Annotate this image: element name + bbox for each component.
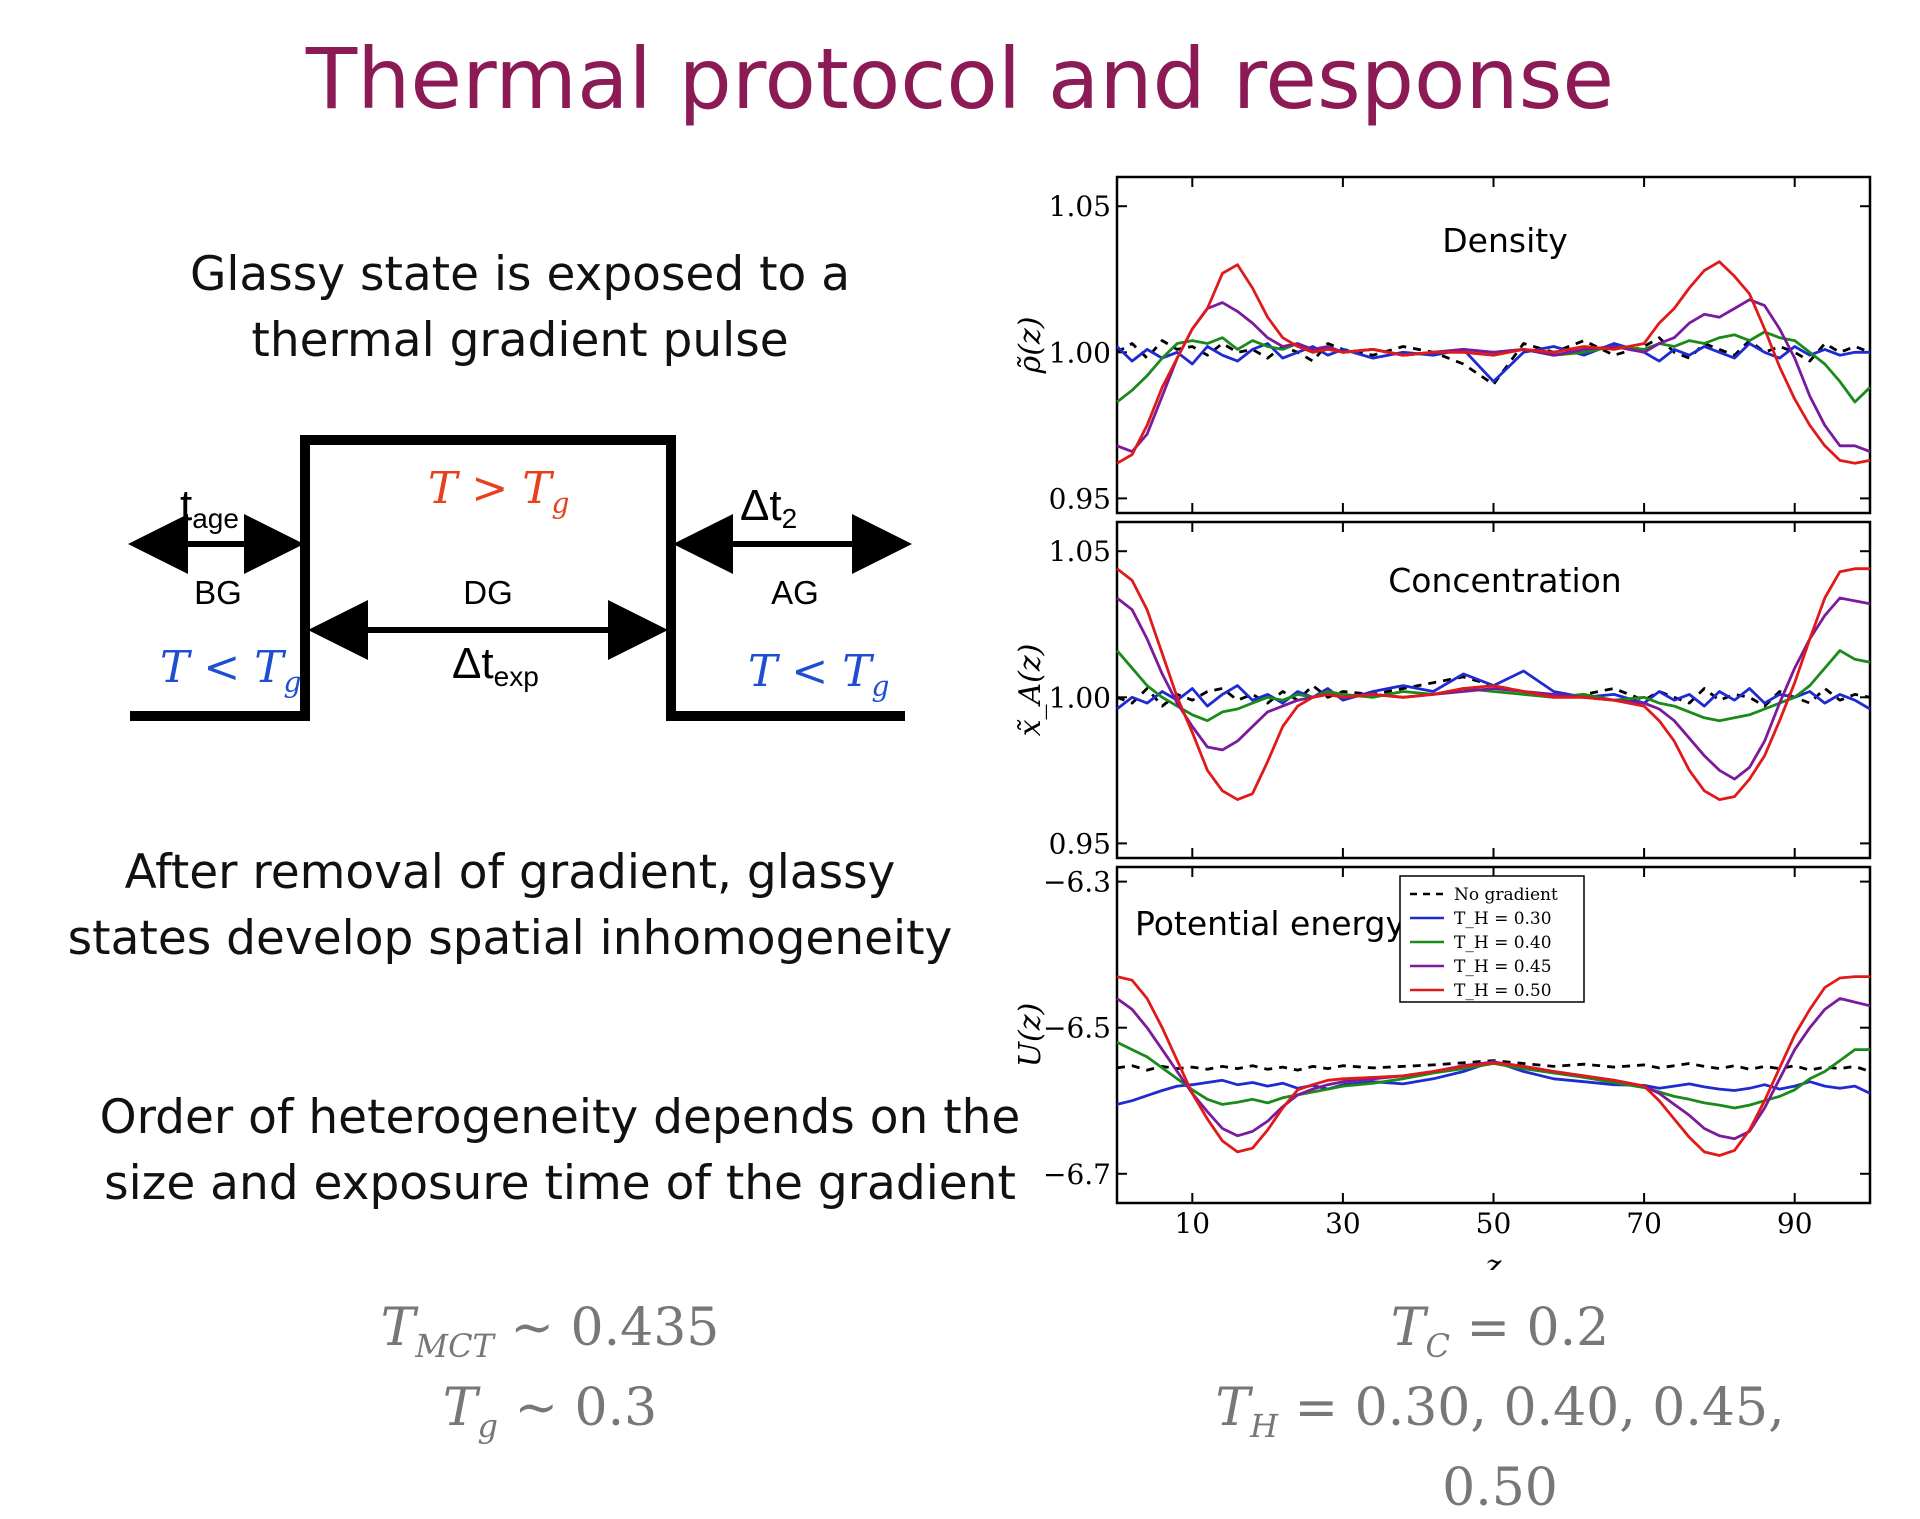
legend: No gradient T_H = 0.30 T_H = 0.40 T_H = 0.4… <box>1399 875 1585 1003</box>
series-line <box>1116 1041 1870 1110</box>
profile-charts: 0.95 1.00 1.05 ρ̃(z) Density 0.95 1.00 1.05 x̃_A… <box>1013 175 1872 1270</box>
text-line: thermal gradient pulse <box>251 313 789 368</box>
chart-title: Potential energy <box>1135 904 1405 943</box>
hot-label: T > Tg <box>428 463 569 520</box>
legend-label: T_H = 0.40 <box>1454 933 1552 953</box>
bg-label: BG <box>194 574 242 611</box>
x-axis-label: z <box>1485 1249 1502 1270</box>
legend-label: T_H = 0.30 <box>1454 909 1552 929</box>
y-tick-label: 1.05 <box>1049 190 1111 223</box>
y-axis-label: U(z) <box>1013 1003 1048 1068</box>
text-line: Glassy state is exposed to a <box>189 247 851 302</box>
temperature-notes-left: TMCT ~ 0.435 Tg ~ 0.3 <box>350 1297 750 1457</box>
text-line: size and exposure time of the gradient <box>104 1156 1016 1211</box>
y-axis-label: ρ̃(z) <box>1013 317 1048 375</box>
text-inhomogeneity: After removal of gradient, glassy states… <box>60 840 960 972</box>
chart-title: Concentration <box>1388 561 1621 600</box>
x-tick-label: 30 <box>1325 1207 1361 1240</box>
text-gradient-pulse: Glassy state is exposed to a thermal gra… <box>120 242 920 374</box>
x-tick-label: 50 <box>1476 1207 1512 1240</box>
series-line <box>1116 342 1870 383</box>
chart-panel-3: −6.3 −6.5 −6.7 10 30 50 70 90 z U(z) Potential ene… <box>1013 866 1872 1270</box>
legend-label: T_H = 0.45 <box>1454 957 1552 977</box>
legend-label: T_H = 0.50 <box>1454 981 1552 1001</box>
legend-box <box>1399 875 1585 1003</box>
x-tick-label: 70 <box>1626 1207 1662 1240</box>
series-line <box>1116 567 1870 801</box>
series-line <box>1116 260 1871 465</box>
tage-label: tage <box>180 481 239 534</box>
series-line <box>1115 649 1871 723</box>
protocol-diagram: tage Δt2 Δtexp BG DG AG T > Tg T < Tg T … <box>128 435 912 721</box>
y-axis-label: x̃_A(z) <box>1013 644 1048 737</box>
dt2-label: Δt2 <box>740 481 797 534</box>
th-line: TH = 0.30, 0.40, 0.45, 0.50 <box>1215 1378 1785 1518</box>
series-line <box>1116 596 1871 781</box>
cold-left-label: T < Tg <box>160 642 301 699</box>
y-tick-label: −6.7 <box>1043 1158 1111 1191</box>
series-line <box>1116 336 1871 386</box>
tc-line: TC = 0.2 <box>1390 1298 1610 1365</box>
tg-line: Tg ~ 0.3 <box>442 1378 658 1445</box>
y-tick-label: 0.95 <box>1049 827 1111 860</box>
dtexp-label: Δtexp <box>452 639 539 692</box>
dg-label: DG <box>463 574 513 611</box>
y-tick-label: −6.5 <box>1043 1012 1111 1045</box>
chart-panel-1: 0.95 1.00 1.05 ρ̃(z) Density <box>1013 175 1872 515</box>
text-line: After removal of gradient, glassy <box>124 845 896 900</box>
chart-panel-2: 0.95 1.00 1.05 x̃_A(z) Concentration <box>1013 520 1872 860</box>
series-line <box>1116 298 1871 453</box>
y-tick-label: 1.05 <box>1049 535 1111 568</box>
temperature-notes-right: TC = 0.2 TH = 0.30, 0.40, 0.45, 0.50 <box>1150 1297 1850 1519</box>
text-line: Order of heterogeneity depends on the <box>99 1090 1021 1145</box>
text-line: states develop spatial inhomogeneity <box>67 911 953 966</box>
chart-title: Density <box>1442 221 1567 260</box>
tmct-line: TMCT ~ 0.435 <box>380 1298 720 1365</box>
text-heterogeneity: Order of heterogeneity depends on the si… <box>40 1085 1080 1217</box>
y-tick-label: 1.00 <box>1049 336 1111 369</box>
x-tick-label: 90 <box>1777 1207 1813 1240</box>
legend-label: No gradient <box>1454 885 1558 905</box>
y-tick-label: −6.3 <box>1043 866 1111 899</box>
y-tick-label: 1.00 <box>1049 681 1111 714</box>
pulse-line <box>130 435 905 721</box>
slide-title: Thermal protocol and response <box>305 30 1615 128</box>
x-tick-label: 10 <box>1174 1207 1210 1240</box>
cold-right-label: T < Tg <box>748 646 889 703</box>
ag-label: AG <box>771 574 819 611</box>
y-tick-label: 0.95 <box>1049 482 1111 515</box>
series-line <box>1116 330 1871 404</box>
series-line <box>1116 975 1870 1157</box>
